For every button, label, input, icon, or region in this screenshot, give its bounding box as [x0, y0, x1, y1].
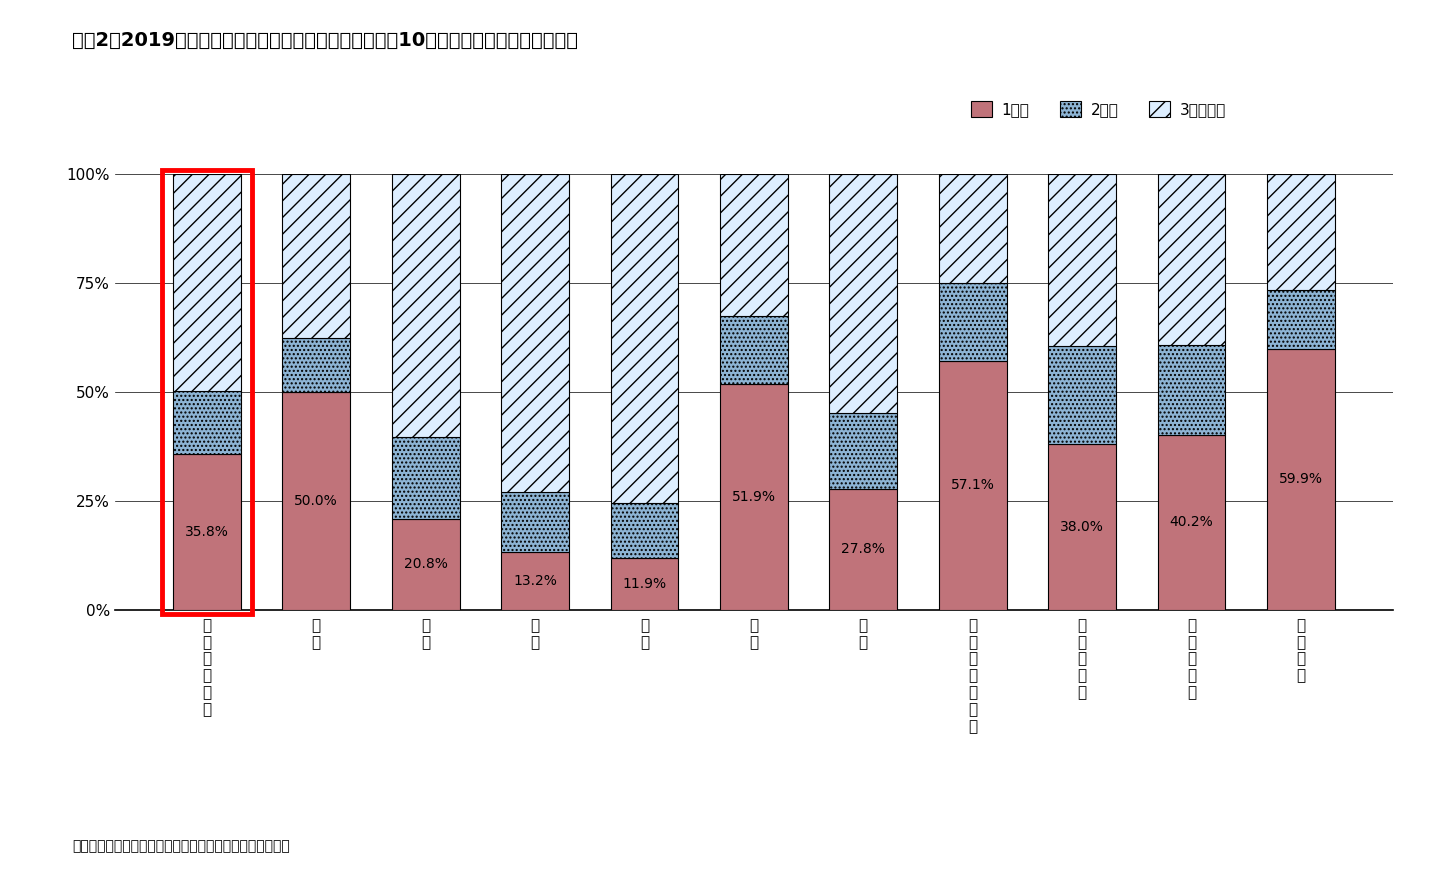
Bar: [1048, 174, 1116, 346]
Text: 20.8%: 20.8%: [404, 557, 448, 571]
Text: 50.0%: 50.0%: [294, 494, 337, 508]
Bar: [1267, 289, 1335, 348]
Text: 51.9%: 51.9%: [732, 490, 775, 503]
Bar: [392, 436, 460, 519]
Text: 11.9%: 11.9%: [622, 577, 666, 591]
Bar: [283, 174, 350, 337]
Text: （資料）観光庁の公表をもとにニッセイ基礎研究所が作成: （資料）観光庁の公表をもとにニッセイ基礎研究所が作成: [72, 840, 290, 854]
Text: 35.8%: 35.8%: [185, 524, 228, 539]
Bar: [172, 454, 241, 610]
Bar: [392, 519, 460, 610]
Bar: [719, 383, 788, 610]
Text: 27.8%: 27.8%: [841, 542, 885, 557]
Text: 59.9%: 59.9%: [1279, 472, 1323, 486]
Bar: [830, 174, 898, 413]
Bar: [610, 174, 678, 503]
Bar: [830, 413, 898, 489]
Bar: [939, 174, 1007, 282]
Bar: [610, 503, 678, 557]
Bar: [1267, 348, 1335, 610]
Legend: 1回目, 2回目, 3回目以上: 1回目, 2回目, 3回目以上: [965, 95, 1232, 123]
Bar: [610, 557, 678, 610]
Bar: [172, 174, 241, 391]
Bar: [1157, 435, 1225, 610]
Bar: [283, 392, 350, 610]
Text: 40.2%: 40.2%: [1170, 515, 1213, 530]
Bar: [1267, 174, 1335, 289]
Text: 13.2%: 13.2%: [513, 574, 557, 588]
Bar: [172, 391, 241, 454]
Bar: [501, 492, 569, 552]
Text: 57.1%: 57.1%: [951, 478, 995, 492]
Bar: [719, 316, 788, 383]
Bar: [719, 174, 788, 316]
Bar: [939, 282, 1007, 361]
Bar: [501, 552, 569, 610]
Bar: [1157, 174, 1225, 345]
Bar: [392, 174, 460, 436]
Bar: [162, 170, 251, 614]
Bar: [939, 361, 1007, 610]
Bar: [1157, 345, 1225, 435]
Bar: [1048, 346, 1116, 444]
Bar: [283, 337, 350, 392]
Text: 38.0%: 38.0%: [1060, 520, 1104, 534]
Bar: [1048, 444, 1116, 610]
Bar: [830, 489, 898, 610]
Text: 図表2　2019年の国籍・地域別の訪日回数の割合（上位10か国・地域と全国籍・地域）: 図表2 2019年の国籍・地域別の訪日回数の割合（上位10か国・地域と全国籍・地…: [72, 30, 577, 50]
Bar: [501, 174, 569, 492]
